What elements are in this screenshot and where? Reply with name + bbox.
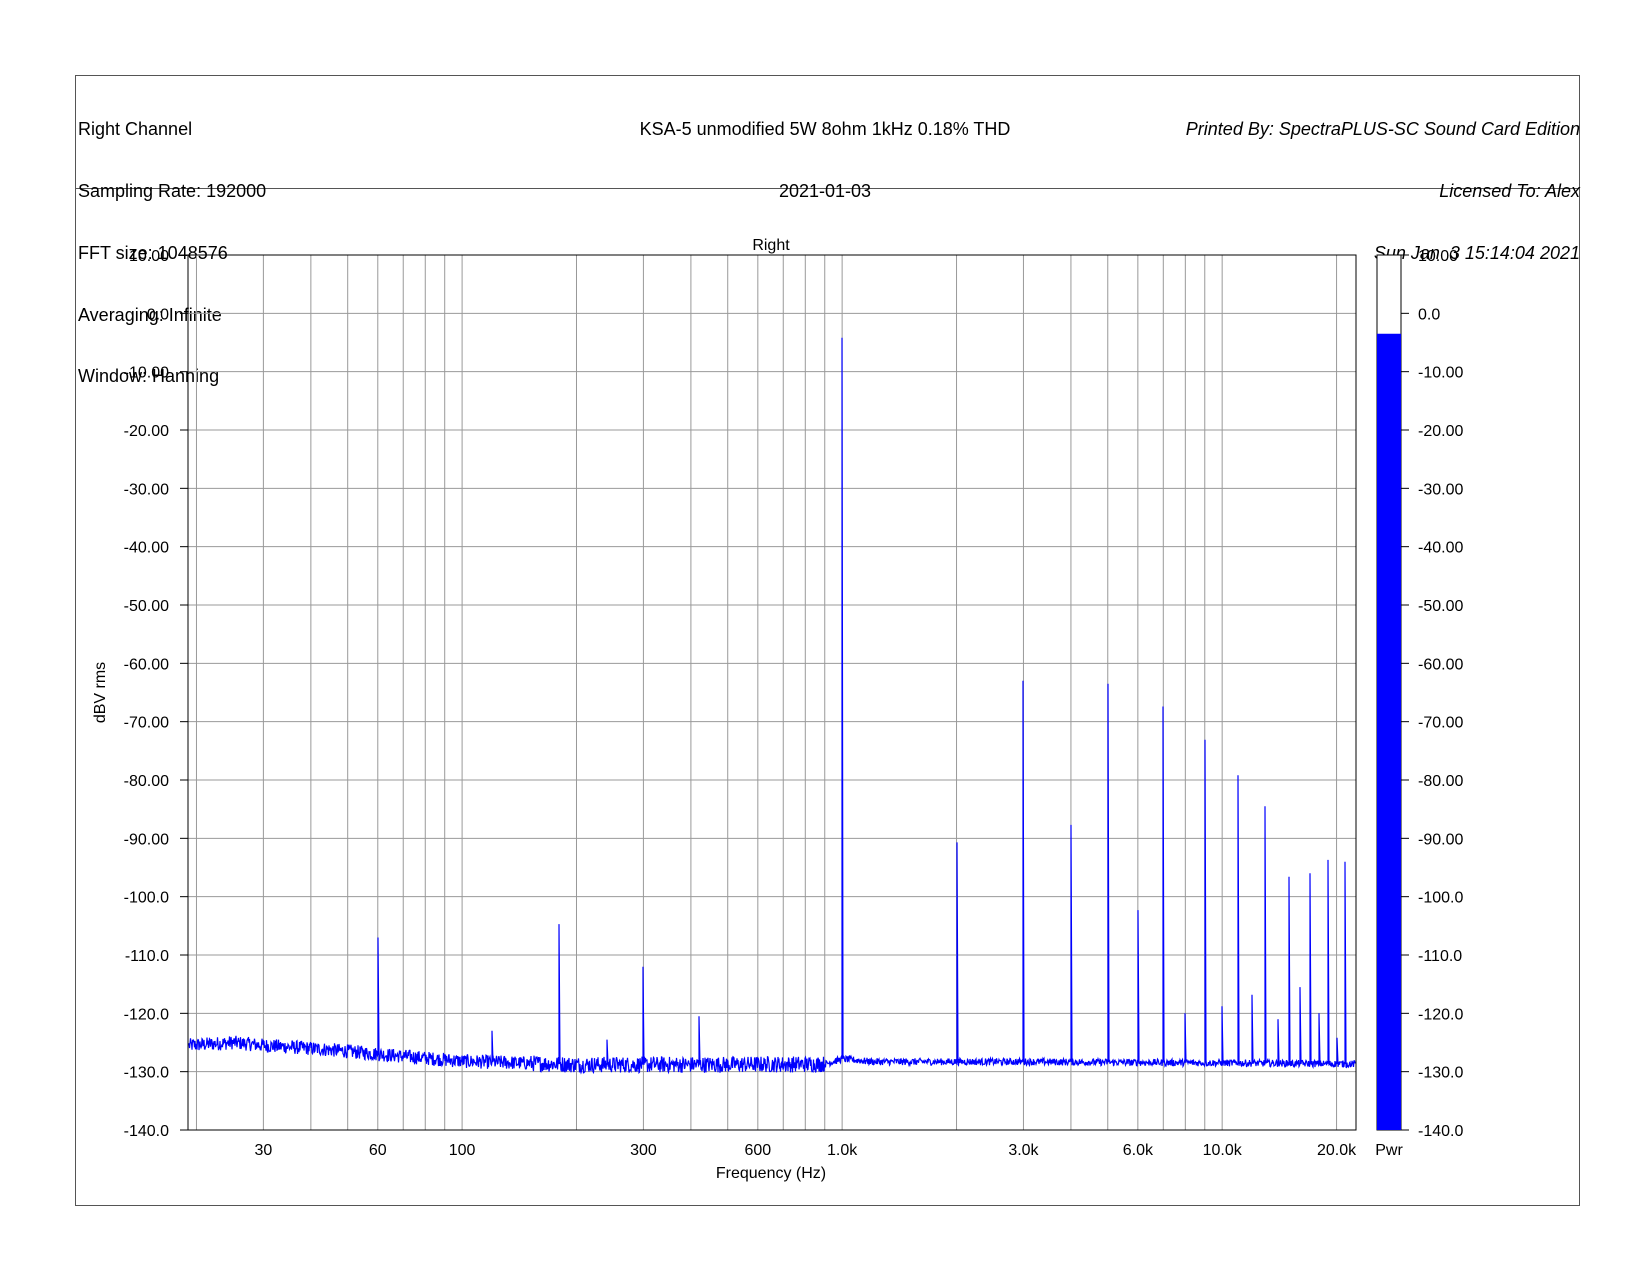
meter-tick-label: -100.0 bbox=[1418, 890, 1463, 907]
plot-area bbox=[187, 254, 1357, 1131]
x-tick-label: 30 bbox=[254, 1142, 272, 1159]
meter-tick-label: 0.0 bbox=[1418, 306, 1440, 323]
y-tick-label: -80.00 bbox=[124, 773, 169, 790]
header-left-line: FFT size: 1048576 bbox=[78, 242, 228, 263]
y-tick-label: -60.00 bbox=[124, 656, 169, 673]
y-tick-label: -140.0 bbox=[124, 1123, 169, 1140]
meter-tick-label: -40.00 bbox=[1418, 540, 1463, 557]
x-axis-label: Frequency (Hz) bbox=[716, 1165, 826, 1182]
meter-tick-label: -20.00 bbox=[1418, 423, 1463, 440]
level-meter-ticks: 10.00 0.0 -10.00 -20.00 -30.00 -40.00 -50.00 -6… bbox=[1401, 248, 1463, 1140]
x-tick-label: 1.0k bbox=[827, 1142, 858, 1159]
y-tick-label: -70.00 bbox=[124, 715, 169, 732]
meter-tick-label: -80.00 bbox=[1418, 773, 1463, 790]
y-tick-label: -130.0 bbox=[124, 1065, 169, 1082]
y-axis-ticks: 10.00 0.0 -10.00 -20.00 -30.00 -40.00 -50.00 -6… bbox=[124, 248, 188, 1140]
x-tick-label: 300 bbox=[630, 1142, 657, 1159]
meter-tick-label: -30.00 bbox=[1418, 481, 1463, 498]
x-tick-label: 6.0k bbox=[1123, 1142, 1154, 1159]
header-left: Right Channel Sampling Rate: 192000 FFT … bbox=[78, 78, 266, 408]
y-tick-label: -10.00 bbox=[124, 365, 169, 382]
y-tick-label: -30.00 bbox=[124, 481, 169, 498]
meter-tick-label: -90.00 bbox=[1418, 831, 1463, 848]
x-axis-ticks: 30 60 100 300 600 1.0k 3.0k 6.0k 10.0k 20.0k bbox=[254, 1142, 1357, 1159]
header-right-line: Sun Jan 3 15:14:04 2021 bbox=[1373, 242, 1580, 263]
y-tick-label: 10.00 bbox=[129, 248, 169, 265]
header-right-line: Printed By: SpectraPLUS-SC Sound Card Ed… bbox=[1185, 119, 1580, 140]
y-tick-label: 0.0 bbox=[147, 306, 169, 323]
meter-tick-label: 10.00 bbox=[1418, 248, 1458, 265]
meter-tick-label: -130.0 bbox=[1418, 1065, 1463, 1082]
report-title: KSA-5 unmodified 5W 8ohm 1kHz 0.18% THD bbox=[639, 119, 1011, 140]
meter-tick-label: -70.00 bbox=[1418, 715, 1463, 732]
y-axis-label: dBV rms bbox=[92, 662, 109, 723]
grid bbox=[188, 254, 1356, 1131]
header-center: KSA-5 unmodified 5W 8ohm 1kHz 0.18% THD … bbox=[600, 78, 1050, 222]
meter-tick-label: -120.0 bbox=[1418, 1006, 1463, 1023]
x-tick-label: 20.0k bbox=[1317, 1142, 1357, 1159]
y-tick-label: -100.0 bbox=[124, 890, 169, 907]
meter-tick-label: -110.0 bbox=[1418, 948, 1462, 965]
header-divider bbox=[75, 188, 1580, 189]
header-left-line: Sampling Rate: 192000 bbox=[78, 180, 267, 201]
report-date: 2021-01-03 bbox=[778, 180, 872, 201]
x-tick-label: 3.0k bbox=[1008, 1142, 1039, 1159]
x-tick-label: 60 bbox=[369, 1142, 387, 1159]
spectrum-trace bbox=[188, 337, 1356, 1075]
header-right-line: Licensed To: Alex bbox=[1439, 180, 1580, 201]
y-tick-label: -20.00 bbox=[124, 423, 169, 440]
y-tick-label: -110.0 bbox=[125, 948, 169, 965]
y-tick-label: -90.00 bbox=[124, 831, 169, 848]
meter-tick-label: -10.00 bbox=[1418, 365, 1463, 382]
meter-tick-label: -60.00 bbox=[1418, 656, 1463, 673]
header-right: Printed By: SpectraPLUS-SC Sound Card Ed… bbox=[1186, 78, 1580, 284]
page-frame bbox=[75, 75, 1580, 1206]
meter-tick-label: -50.00 bbox=[1418, 598, 1463, 615]
x-tick-label: 100 bbox=[449, 1142, 476, 1159]
header-left-line: Right Channel bbox=[78, 119, 193, 140]
x-tick-label: 600 bbox=[744, 1142, 771, 1159]
y-tick-label: -50.00 bbox=[124, 598, 169, 615]
level-meter-fill bbox=[1377, 333, 1401, 1130]
x-tick-label: 10.0k bbox=[1203, 1142, 1243, 1159]
y-tick-label: -120.0 bbox=[124, 1006, 169, 1023]
meter-tick-label: -140.0 bbox=[1418, 1123, 1463, 1140]
chart-title: Right bbox=[752, 237, 790, 254]
header-left-line: Averaging: Infinite bbox=[78, 304, 222, 325]
level-meter-label: Pwr bbox=[1375, 1142, 1403, 1159]
y-tick-label: -40.00 bbox=[124, 540, 169, 557]
